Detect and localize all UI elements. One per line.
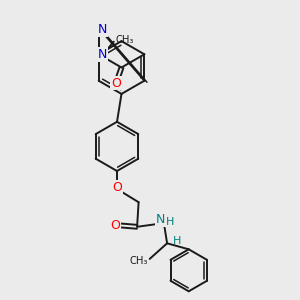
Text: H: H <box>172 236 181 246</box>
Text: H: H <box>166 217 174 227</box>
Text: CH₃: CH₃ <box>115 35 134 45</box>
Text: N: N <box>155 213 165 226</box>
Text: O: O <box>110 219 120 232</box>
Text: N: N <box>98 23 107 36</box>
Text: CH₃: CH₃ <box>130 256 148 266</box>
Text: O: O <box>111 76 121 90</box>
Text: N: N <box>98 48 107 61</box>
Text: O: O <box>113 181 122 194</box>
